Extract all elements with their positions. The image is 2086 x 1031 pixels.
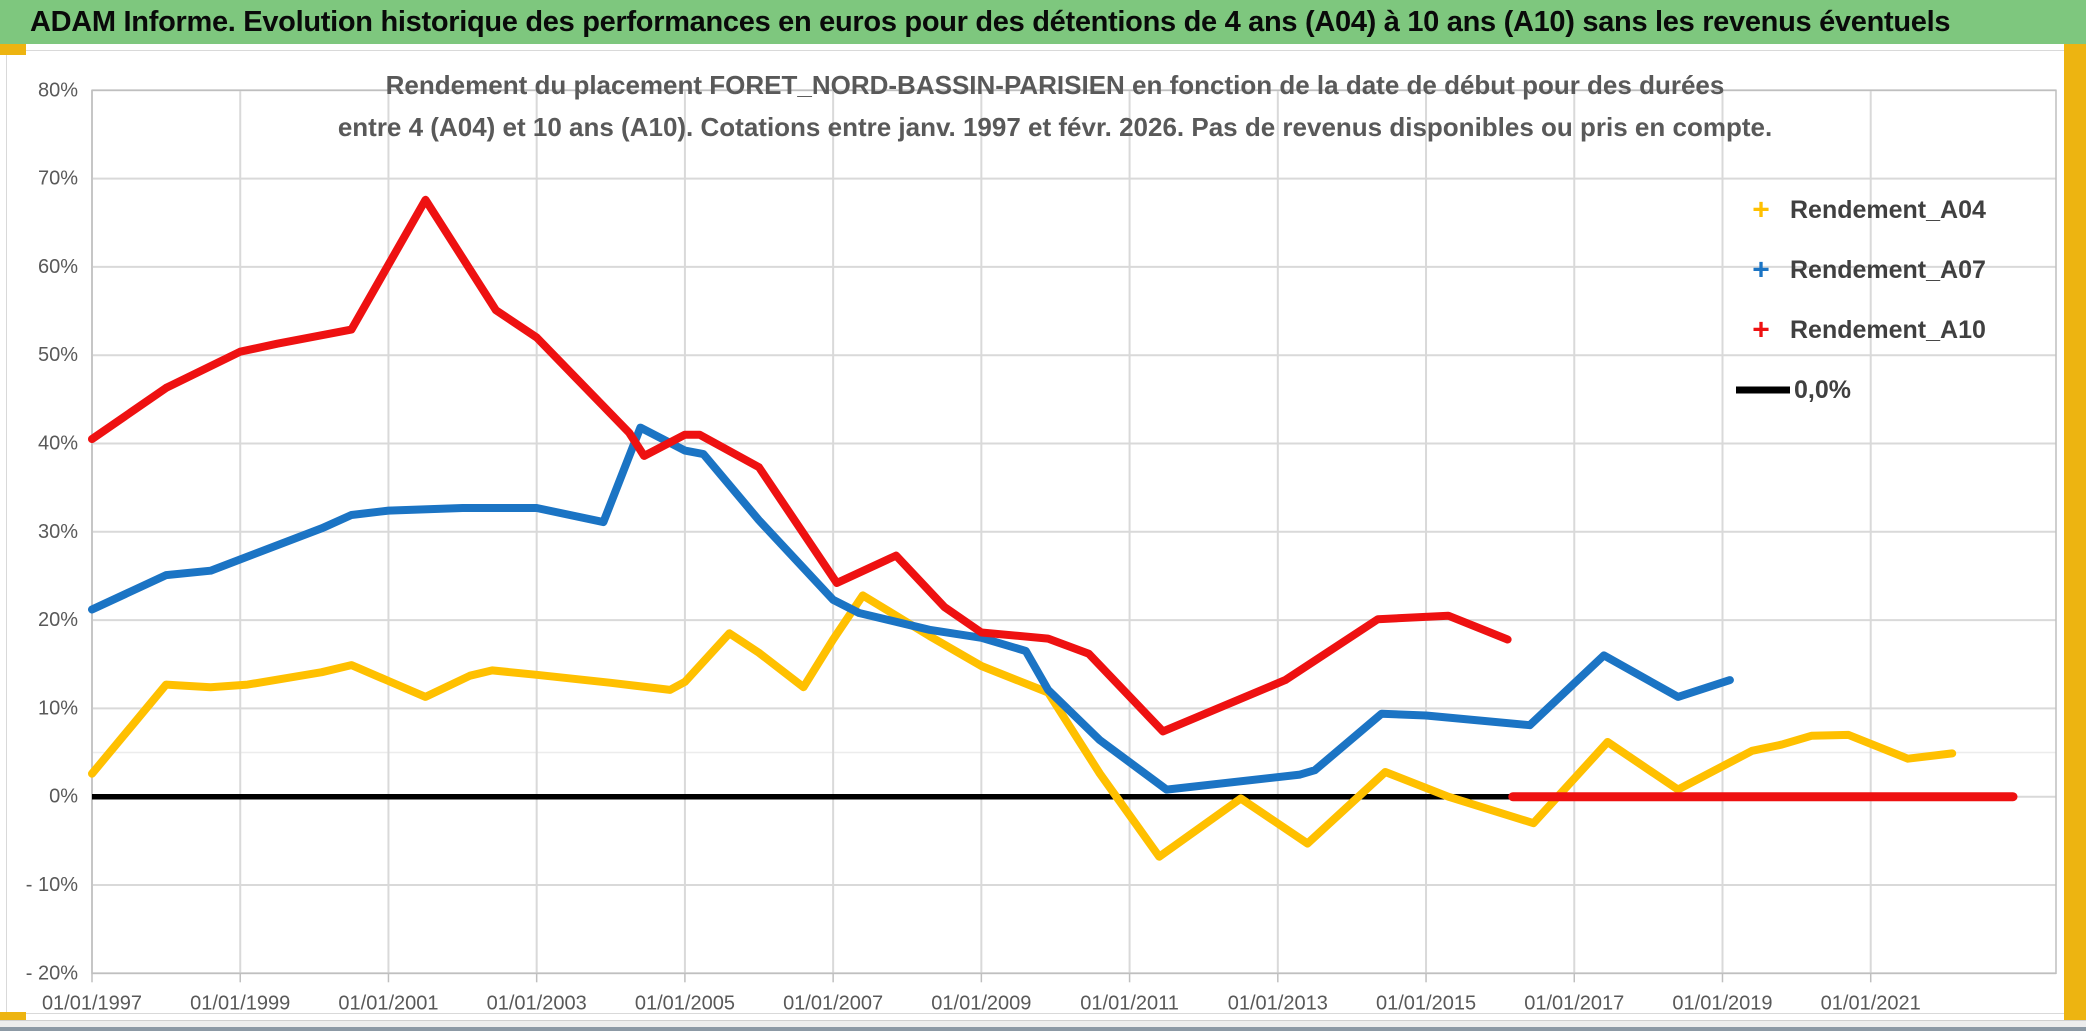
series-line-rendement_a04: [88, 591, 1957, 861]
x-tick-label: 01/01/2003: [487, 992, 587, 1014]
chart-title-line1: Rendement du placement FORET_NORD-BASSIN…: [386, 70, 1725, 100]
x-tick-label: 01/01/2015: [1376, 992, 1476, 1014]
gold-accent-top-left: [0, 44, 26, 55]
x-tick-label: 01/01/2005: [635, 992, 735, 1014]
x-tick-label: 01/01/1999: [190, 992, 290, 1014]
x-tick-label: 01/01/2011: [1080, 992, 1179, 1014]
title-banner: ADAM Informe. Evolution historique des p…: [0, 0, 2086, 44]
y-tick-label: 70%: [38, 168, 78, 190]
y-tick-label: 20%: [38, 609, 78, 631]
y-tick-label: 30%: [38, 521, 78, 543]
plot-border: [91, 89, 2057, 983]
legend-marker-a10: +: [1752, 314, 1770, 347]
y-tick-label: 60%: [38, 256, 78, 278]
gold-accent-bottom-left: [0, 1012, 26, 1022]
chart-svg: 01/01/1997 01/01/1999 01/01/2001 01/01/2003…: [26, 70, 2057, 1014]
series-line-rendement_a10: [88, 195, 1512, 736]
gold-accent-right-bar: [2064, 44, 2086, 1022]
series-lines: [88, 195, 2018, 861]
y-tick-label: 0%: [49, 786, 78, 808]
legend-label-a07: Rendement_A07: [1790, 256, 1986, 284]
x-tick-label: 01/01/2019: [1672, 992, 1772, 1014]
legend-label-a10: Rendement_A10: [1790, 316, 1986, 344]
y-tick-label: 80%: [38, 79, 78, 101]
x-tick-label: 01/01/2001: [338, 992, 438, 1014]
y-tick-label: 40%: [38, 433, 78, 455]
x-tick-label: 01/01/2017: [1524, 992, 1624, 1014]
legend-marker-a07: +: [1752, 254, 1770, 287]
legend-label-zero: 0,0%: [1794, 376, 1851, 404]
banner-title: ADAM Informe. Evolution historique des p…: [30, 5, 1951, 38]
x-tick-label: 01/01/2007: [783, 992, 883, 1014]
bottom-window-edge: [0, 1020, 2086, 1031]
plot-border-rect: [91, 89, 2057, 975]
chart-title-line2: entre 4 (A04) et 10 ans (A10). Cotations…: [338, 112, 1772, 142]
y-tick-label: 10%: [38, 697, 78, 719]
legend-label-a04: Rendement_A04: [1790, 196, 1986, 224]
series-line-rendement_a07: [88, 423, 1734, 794]
y-tick-label: 50%: [38, 344, 78, 366]
axis-labels: 01/01/1997 01/01/1999 01/01/2001 01/01/2003…: [26, 79, 1921, 1014]
x-tick-label: 01/01/2009: [931, 992, 1031, 1014]
y-tick-label: - 10%: [26, 874, 78, 896]
y-tick-label: - 20%: [26, 962, 78, 984]
legend-marker-a04: +: [1752, 194, 1770, 227]
x-tick-label: 01/01/2013: [1228, 992, 1328, 1014]
x-tick-label: 01/01/1997: [42, 992, 142, 1014]
x-tick-label: 01/01/2021: [1821, 992, 1921, 1014]
legend: + Rendement_A04 + Rendement_A07 + Rendem…: [1736, 194, 1986, 404]
